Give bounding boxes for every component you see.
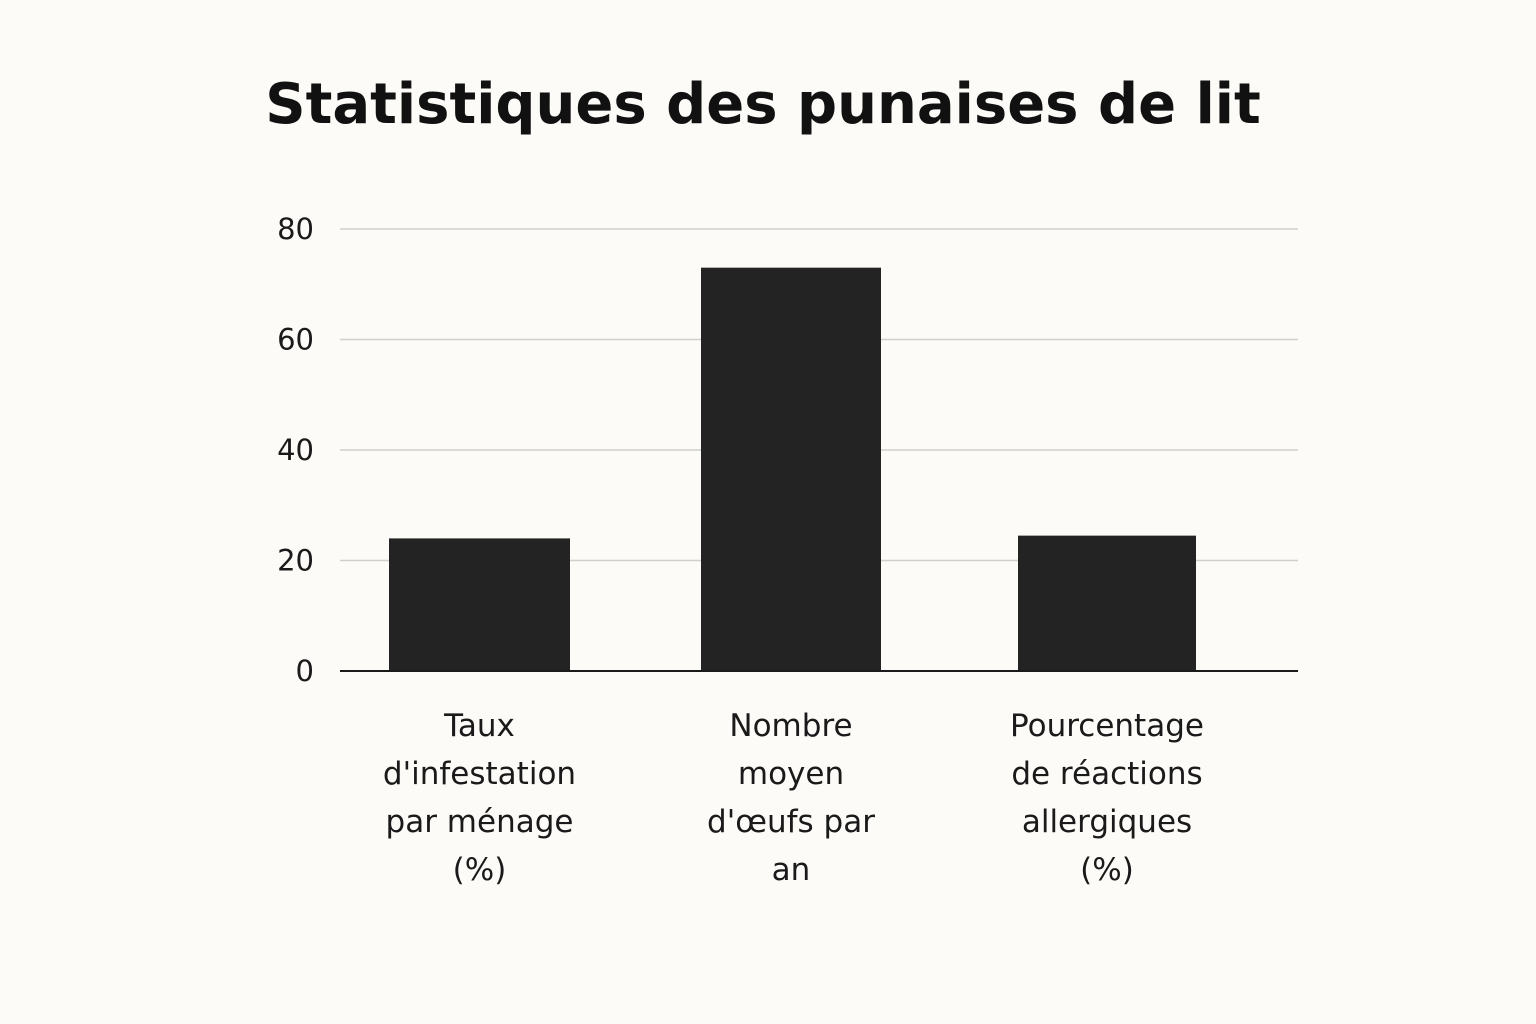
y-tick-label: 0 [296,654,314,688]
bar-2 [701,267,881,671]
bars [389,267,1196,671]
y-tick-label: 20 [277,544,314,578]
y-tick-label: 60 [277,323,314,357]
bar-3 [1018,535,1196,671]
y-axis-ticks: 0 20 40 60 80 [277,212,314,688]
y-tick-label: 80 [277,212,314,246]
bar-1 [389,538,570,671]
y-tick-label: 40 [277,433,314,467]
x-category-label: Pourcentage de réactions allergiques (%) [1010,708,1204,888]
x-category-label: Nombre moyen d'œufs par an [707,708,875,888]
chart-title: Statistiques des punaises de lit [265,72,1261,137]
x-category-label: Taux d'infestation par ménage (%) [382,708,577,888]
